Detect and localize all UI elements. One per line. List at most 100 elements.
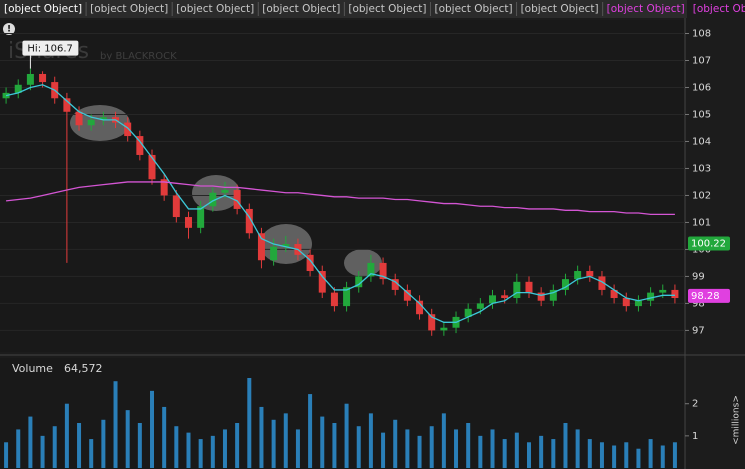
candle-body xyxy=(160,179,168,196)
alert-icon xyxy=(3,23,15,35)
volume-bar xyxy=(186,432,191,468)
volume-bar xyxy=(308,394,313,468)
candle-body xyxy=(2,92,10,99)
volume-bar xyxy=(636,448,641,468)
volume-bar xyxy=(4,442,9,468)
volume-bar xyxy=(405,429,410,468)
watermark-by: by BLACKROCK xyxy=(100,51,177,62)
volume-bar xyxy=(587,439,592,468)
volume-bar xyxy=(624,442,629,468)
volume-bar xyxy=(283,413,288,468)
header-item: [object Object] xyxy=(607,3,685,15)
candle-body xyxy=(610,289,618,299)
candle-body xyxy=(586,271,594,277)
volume-bar xyxy=(16,429,21,468)
y-tick-label: 105 xyxy=(692,109,711,120)
candle-body xyxy=(622,298,630,307)
volume-bar xyxy=(563,423,568,468)
volume-bar xyxy=(235,423,240,468)
candle-body xyxy=(659,289,667,293)
y-tick-label: 2 xyxy=(692,399,698,410)
candle-body xyxy=(172,195,180,218)
candle-body xyxy=(561,279,569,290)
indicator-line xyxy=(6,181,675,215)
candle-body xyxy=(99,117,107,120)
candle-body xyxy=(63,98,71,112)
candle-body xyxy=(476,303,484,309)
volume-title: Volume xyxy=(12,362,53,375)
candle-body xyxy=(245,208,253,234)
candle-body xyxy=(391,279,399,290)
volume-bar xyxy=(198,439,203,468)
candle-body xyxy=(318,271,326,293)
candle-body xyxy=(124,122,132,137)
volume-bar xyxy=(52,426,57,468)
volume-bar xyxy=(101,419,106,468)
candle-body xyxy=(598,276,606,290)
y-tick-label: 108 xyxy=(692,28,711,39)
volume-bar xyxy=(174,426,179,468)
annotation: Hi: 106.7 xyxy=(27,44,72,55)
volume-bar xyxy=(150,390,155,468)
volume-bar xyxy=(40,435,45,468)
y-tick-label: 103 xyxy=(692,163,711,174)
volume-bar xyxy=(490,429,495,468)
candle-body xyxy=(464,308,472,317)
candle-body xyxy=(574,271,582,280)
volume-bar xyxy=(320,416,325,468)
candle-body xyxy=(367,262,375,277)
candle-body xyxy=(403,289,411,301)
volume-bar xyxy=(502,439,507,468)
volume-bar xyxy=(64,403,69,468)
volume-bar xyxy=(137,423,142,468)
candle-body xyxy=(282,244,290,247)
candle-body xyxy=(221,190,229,193)
candle-body xyxy=(440,327,448,331)
y-axis-label: <millions> xyxy=(732,395,742,445)
volume-bar xyxy=(575,429,580,468)
volume-bar xyxy=(441,413,446,468)
candle-body xyxy=(537,292,545,301)
candle-body xyxy=(525,281,533,293)
candle-body xyxy=(75,111,83,126)
volume-bar xyxy=(454,429,459,468)
candle-body xyxy=(209,192,217,207)
volume-bar xyxy=(514,432,519,468)
y-tick-label: 104 xyxy=(692,136,711,147)
candle-body xyxy=(513,281,521,299)
header-item: [object Object] xyxy=(262,3,340,15)
corner-button[interactable] xyxy=(687,0,745,18)
annotation-box xyxy=(22,40,79,56)
header-item: [object Object] xyxy=(4,3,82,15)
volume-bar xyxy=(28,416,33,468)
header-item: [object Object] xyxy=(521,3,599,15)
candle-body xyxy=(270,246,278,261)
y-tick-label: 101 xyxy=(692,217,711,228)
header-item: [object Object] xyxy=(348,3,426,15)
volume-bar xyxy=(210,435,215,468)
volume-bar xyxy=(381,432,386,468)
volume-bar xyxy=(466,423,471,468)
candle-body xyxy=(26,73,34,85)
header-item: [object Object] xyxy=(176,3,254,15)
header-bar xyxy=(0,0,745,18)
candle-body xyxy=(39,73,47,83)
volume-bar xyxy=(247,378,252,468)
highlight-ellipse xyxy=(344,249,382,277)
volume-bar xyxy=(599,442,604,468)
volume-bar xyxy=(162,406,167,468)
candle-body xyxy=(14,84,22,93)
candle-body xyxy=(136,136,144,155)
volume-bar xyxy=(551,439,556,468)
volume-bar xyxy=(113,381,118,468)
candle-body xyxy=(647,292,655,301)
price-marker xyxy=(688,288,730,303)
volume-bar xyxy=(417,435,422,468)
candle-body xyxy=(379,262,387,280)
candle-body xyxy=(671,289,679,299)
candle-body xyxy=(257,233,265,261)
candle-body xyxy=(233,190,241,209)
volume-bar xyxy=(295,429,300,468)
volume-bar xyxy=(539,435,544,468)
